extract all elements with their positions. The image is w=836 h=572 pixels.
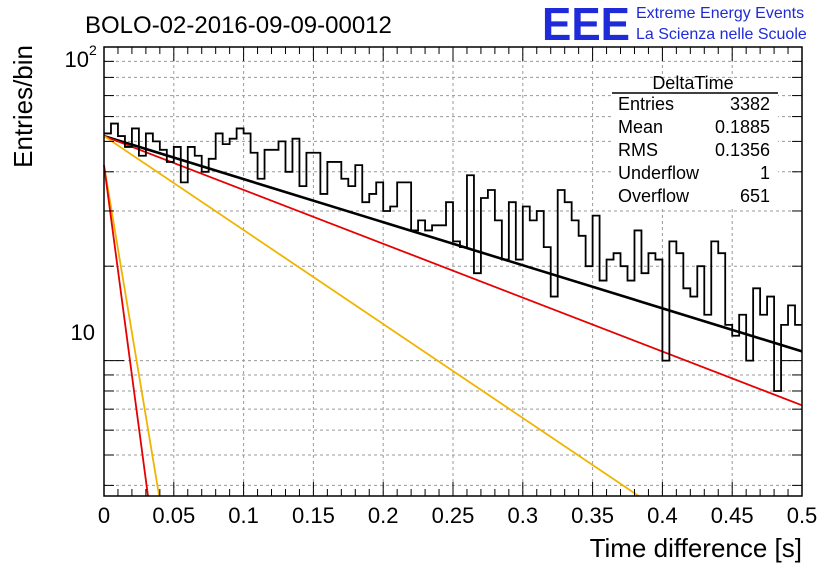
x-tick-label: 0.2 [368,503,399,528]
stats-label-overflow: Overflow [618,186,690,206]
x-tick-label: 0.25 [432,503,475,528]
fit-curve [103,165,161,497]
y-axis-label: Entries/bin [8,45,38,168]
stats-label-mean: Mean [618,117,663,137]
x-tick-labels: 0 0.05 0.1 0.15 0.2 0.25 0.3 0.35 0.4 0.45 0.5 [98,503,817,528]
chart-title: BOLO-02-2016-09-09-00012 [85,12,392,39]
x-tick-label: 0 [98,503,110,528]
stats-value-entries: 3382 [730,94,770,114]
x-tick-label: 0.4 [647,503,678,528]
fit-curve [103,135,803,407]
fit-curve [103,165,149,497]
eee-logo-mark: EEE [542,0,630,50]
x-tick-label: 0.3 [508,503,539,528]
x-tick-label: 0.15 [292,503,335,528]
x-tick-label: 0.45 [711,503,754,528]
fit-curve [103,134,803,353]
y-tick-label-100-exponent: 2 [89,42,97,58]
x-tick-label: 0.35 [571,503,614,528]
y-tick-label-10: 10 [71,320,95,345]
stats-value-rms: 0.1356 [715,140,770,160]
stats-value-overflow: 651 [740,186,770,206]
logo-line-1: Extreme Energy Events [636,5,804,22]
stats-label-entries: Entries [618,94,674,114]
stats-box-title: DeltaTime [652,73,733,93]
stats-box: DeltaTime Entries 3382 Mean 0.1885 RMS 0… [612,73,778,208]
stats-label-rms: RMS [618,140,658,160]
stats-label-underflow: Underflow [618,163,700,183]
stats-value-underflow: 1 [760,163,770,183]
histogram-steps [104,122,802,392]
x-tick-label: 0.05 [152,503,195,528]
x-tick-label: 0.1 [228,503,259,528]
axis-ticks [103,46,803,496]
y-tick-label-100: 10 [65,47,89,72]
logo-line-2: La Scienza nelle Scuole [636,26,807,43]
x-tick-label: 0.5 [787,503,818,528]
stats-value-mean: 0.1885 [715,117,770,137]
stats-box-background [612,78,778,208]
x-axis-label: Time difference [s] [590,533,802,563]
fit-curves [103,134,803,497]
histogram-series [104,122,802,392]
fit-curve [103,135,640,497]
